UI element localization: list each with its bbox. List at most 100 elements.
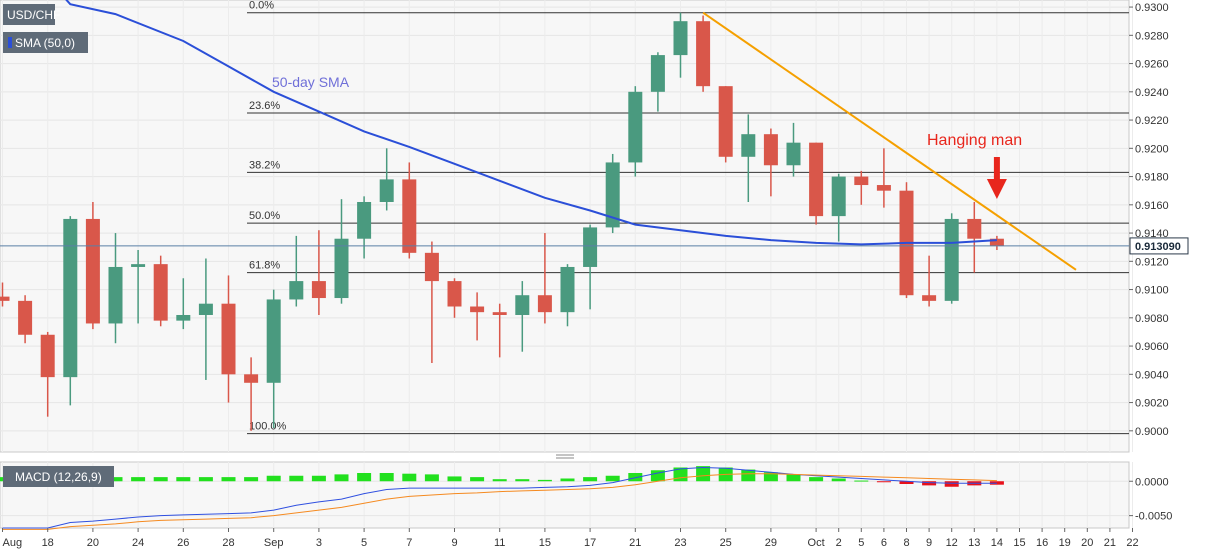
price-axis: 0.9000 0.9020 0.9040 0.9060 0.9080 0.9100 0.91… [1129,2,1169,438]
macd-histogram-bar [424,474,439,482]
macd-histogram-bar [741,469,756,482]
candle-body [153,264,168,321]
symbol-legend-box[interactable] [3,4,55,25]
fib-label: 0.0% [249,0,274,12]
macd-histogram-bar [831,478,846,482]
candle-body [221,303,236,375]
candle-body [673,21,688,56]
price-tick-label: 0.9000 [1135,426,1169,438]
fib-label: 100.0% [249,421,287,433]
candle-body [650,55,665,92]
candle-body [944,218,959,301]
macd-histogram-bar [176,477,191,482]
candle-body [831,176,846,217]
candlesticks [0,12,1004,431]
macd-histogram-bar [605,475,620,482]
price-tick-label: 0.9280 [1135,30,1169,42]
date-tick-label: 19 [1059,537,1071,549]
macd-histogram-bar [537,479,552,482]
candle-body [763,134,778,166]
date-tick-label: 8 [903,537,909,549]
signal-line [2,473,997,530]
sma-50-line [65,0,997,246]
macd-histogram-bar [108,477,123,482]
macd-histogram-bar [876,481,891,483]
price-tick-label: 0.9140 [1135,228,1169,240]
date-tick-label: 14 [991,537,1003,549]
price-grid [0,0,1133,452]
candle-body [605,162,620,228]
fib-label: 50.0% [249,210,280,222]
fib-label: 61.8% [249,260,280,272]
fibonacci-levels: 0.0% 23.6% 38.2% 50.0% 61.8% 100.0% [247,0,1129,435]
price-tick-label: 0.9040 [1135,369,1169,381]
candle-body [131,264,146,267]
date-tick-label: 5 [361,537,367,549]
candle-body [741,134,756,157]
price-tick-label: 0.9260 [1135,59,1169,71]
candle-body [289,281,304,300]
price-tick-label: 0.9160 [1135,200,1169,212]
fib-label: 23.6% [249,100,280,112]
candle-body [537,295,552,313]
date-tick-label: 12 [946,537,958,549]
macd-histogram-bar [515,479,530,482]
date-tick-label: 21 [1104,537,1116,549]
candle-body [198,303,213,315]
macd-tick-label: 0.0000 [1135,476,1169,488]
date-tick-label: 7 [406,537,412,549]
price-pane[interactable] [0,0,1130,453]
last-price-tag [1129,237,1189,255]
sma-legend-swatch [8,37,12,48]
date-tick-label: 17 [584,537,596,549]
macd-legend-box[interactable] [3,466,114,487]
macd-histogram-bar [198,477,213,482]
date-tick-label: 5 [858,537,864,549]
macd-pane[interactable] [0,461,1130,529]
candle-body [809,142,824,217]
macd-legend: MACD (12,26,9) [15,470,102,484]
annotation-arrow-head [986,179,1007,199]
macd-histogram-bar [809,477,824,482]
candle-body [379,179,394,202]
sma-legend: SMA (50,0) [15,36,75,50]
candle-body [108,266,123,324]
macd-histogram-bar [289,475,304,482]
candle-body [447,281,462,307]
price-tick-label: 0.9060 [1135,341,1169,353]
candle-body [334,238,349,299]
sma-legend-box[interactable] [3,32,88,53]
date-tick-label: 29 [765,537,777,549]
macd-histogram-bar [944,481,959,487]
date-tick-label: 15 [1013,537,1025,549]
macd-histogram-bar [311,475,326,482]
date-tick-label: 3 [316,537,322,549]
date-tick-label: 13 [968,537,980,549]
date-tick-label: 20 [1081,537,1093,549]
price-tick-label: 0.9020 [1135,398,1169,410]
macd-histogram-bar [696,466,711,482]
macd-histogram-bar [583,477,598,482]
candle-body [560,266,575,313]
last-price-value: 0.913090 [1135,241,1181,253]
price-tick-label: 0.9080 [1135,313,1169,325]
macd-histogram-bar [470,477,485,482]
macd-histogram-bar [221,477,236,482]
macd-histogram-bar [379,473,394,482]
candle-body [402,179,417,253]
macd-histogram-bar [922,481,937,486]
date-tick-label: 21 [629,537,641,549]
candle-body [628,91,643,163]
date-tick-label: Aug [3,537,23,549]
sma-annotation: 50-day SMA [272,74,350,90]
price-tick-label: 0.9100 [1135,285,1169,297]
macd-histogram-bar [334,474,349,482]
candle-body [40,334,55,378]
macd-histogram-bar [786,474,801,482]
price-tick-label: 0.9120 [1135,256,1169,268]
candle-body [266,299,281,383]
date-tick-label: Oct [808,537,825,549]
macd-histogram-bar [492,479,507,482]
date-axis: Aug 18 20 24 26 28 Sep 3 5 7 9 11 15 17 21 23 25 29 Oct 2 5 6… [2,528,1139,549]
candle-body [85,218,100,324]
